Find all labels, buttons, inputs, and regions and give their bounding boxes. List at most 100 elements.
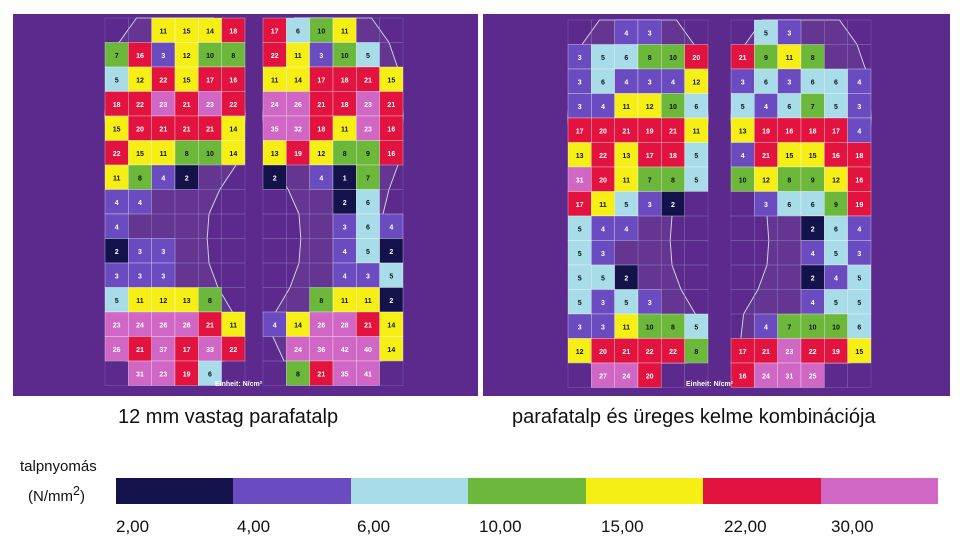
pressure-value-label: 4 <box>343 249 347 256</box>
pressure-value-label: 5 <box>857 275 861 282</box>
pressure-value-label: 8 <box>185 151 189 158</box>
pressure-value-label: 11 <box>341 126 349 133</box>
pressure-value-label: 17 <box>576 202 584 209</box>
insole-1-right: 5 321 9 11 83 6 3 6 6 45 4 6 7 5 313 19 16 18 17 44 21 15 15 16… <box>730 19 872 388</box>
pressure-value-label: 2 <box>389 298 393 305</box>
pressure-value-label: 18 <box>809 128 817 135</box>
pressure-value-label: 3 <box>161 249 165 256</box>
pressure-value-label: 23 <box>159 371 167 378</box>
pressure-value-label: 28 <box>341 322 349 329</box>
empty-grid-cell <box>847 362 872 388</box>
pressure-value-label: 10 <box>206 151 214 158</box>
pressure-value-label: 26 <box>113 347 121 354</box>
pressure-value-label: 24 <box>271 102 279 109</box>
pressure-value-label: 11 <box>271 77 279 84</box>
empty-grid-cell <box>730 215 755 241</box>
pressure-value-label: 14 <box>387 347 395 354</box>
pressure-value-label: 15 <box>387 77 395 84</box>
pressure-value-label: 19 <box>855 202 863 209</box>
caption-cork: 12 mm vastag parafatalp <box>118 406 339 428</box>
pressure-value-label: 21 <box>183 102 191 109</box>
empty-grid-cell <box>684 191 709 217</box>
empty-grid-cell <box>730 264 755 290</box>
pressure-value-label: 40 <box>364 347 372 354</box>
empty-grid-cell <box>262 189 287 215</box>
pressure-value-label: 10 <box>646 324 654 331</box>
pressure-value-label: 4 <box>671 79 675 86</box>
pressure-value-label: 18 <box>229 28 237 35</box>
pressure-value-label: 7 <box>366 175 370 182</box>
empty-grid-cell <box>104 360 129 386</box>
pressure-value-label: 3 <box>764 202 768 209</box>
legend-title: talpnyomás <box>20 458 97 475</box>
pressure-value-label: 4 <box>624 226 628 233</box>
pressure-value-label: 17 <box>183 347 191 354</box>
empty-grid-cell <box>730 240 755 266</box>
pressure-value-label: 16 <box>387 151 395 158</box>
pressure-value-label: 11 <box>160 151 168 158</box>
pressure-value-label: 3 <box>578 79 582 86</box>
pressure-value-label: 19 <box>832 349 840 356</box>
pressure-value-label: 15 <box>136 151 144 158</box>
pressure-value-label: 3 <box>601 324 605 331</box>
pressure-value-label: 21 <box>669 128 677 135</box>
pressure-value-label: 22 <box>646 349 654 356</box>
pressure-value-label: 19 <box>762 128 770 135</box>
insole-pressure-map-combined: 4 33 5 6 8 10 203 6 4 3 4 123 4 11 12 10 617 20 21 19 21 1113… <box>567 19 872 388</box>
pressure-value-label: 10 <box>669 55 677 62</box>
pressure-value-label: 18 <box>855 153 863 160</box>
pressure-value-label: 4 <box>811 251 815 258</box>
pressure-value-label: 2 <box>671 202 675 209</box>
pressure-value-label: 8 <box>296 371 300 378</box>
pressure-value-label: 17 <box>646 153 654 160</box>
pressure-value-label: 2 <box>115 249 119 256</box>
pressure-value-label: 2 <box>273 175 277 182</box>
pressure-value-label: 21 <box>387 102 395 109</box>
pressure-value-label: 11 <box>623 104 631 111</box>
pressure-value-label: 10 <box>669 104 677 111</box>
pressure-value-label: 4 <box>764 324 768 331</box>
pressure-value-label: 3 <box>648 202 652 209</box>
pressure-value-label: 23 <box>785 349 793 356</box>
pressure-value-label: 3 <box>343 224 347 231</box>
pressure-value-label: 11 <box>160 28 168 35</box>
empty-grid-cell <box>824 362 848 388</box>
pressure-value-label: 22 <box>136 102 144 109</box>
pressure-value-label: 4 <box>319 175 323 182</box>
empty-grid-cell <box>221 360 246 386</box>
pressure-value-label: 15 <box>183 77 191 84</box>
pressure-value-label: 4 <box>857 226 861 233</box>
pressure-value-label: 4 <box>273 322 277 329</box>
legend-swatch <box>703 478 821 504</box>
pressure-value-label: 13 <box>622 153 630 160</box>
pressure-value-label: 6 <box>764 79 768 86</box>
pressure-value-label: 3 <box>601 251 605 258</box>
pressure-value-label: 8 <box>671 177 675 184</box>
pressure-value-label: 21 <box>183 126 191 133</box>
legend-tick-label: 2,00 <box>116 517 150 536</box>
pressure-value-label: 22 <box>271 53 279 60</box>
pressure-value-label: 21 <box>159 126 167 133</box>
pressure-value-label: 12 <box>646 104 654 111</box>
caption-combined: parafatalp és üreges kelme kombinációja <box>512 406 876 428</box>
pressure-value-label: 10 <box>809 324 817 331</box>
pressure-value-label: 4 <box>834 275 838 282</box>
pressure-value-label: 20 <box>599 128 607 135</box>
legend-swatch <box>116 478 234 504</box>
legend-tick-label: 6,00 <box>357 517 391 536</box>
empty-grid-cell <box>684 264 709 290</box>
pressure-value-label: 22 <box>229 102 237 109</box>
pressure-value-label: 15 <box>809 153 817 160</box>
pressure-value-label: 11 <box>136 298 144 305</box>
empty-grid-cell <box>221 213 246 239</box>
pressure-value-label: 3 <box>741 79 745 86</box>
pressure-value-label: 3 <box>648 79 652 86</box>
pressure-value-label: 2 <box>624 275 628 282</box>
pressure-value-label: 21 <box>317 102 325 109</box>
pressure-value-label: 11 <box>786 55 794 62</box>
pressure-value-label: 10 <box>739 177 747 184</box>
legend-swatch <box>468 478 586 504</box>
pressure-value-label: 12 <box>576 349 584 356</box>
pressure-value-label: 19 <box>183 371 191 378</box>
